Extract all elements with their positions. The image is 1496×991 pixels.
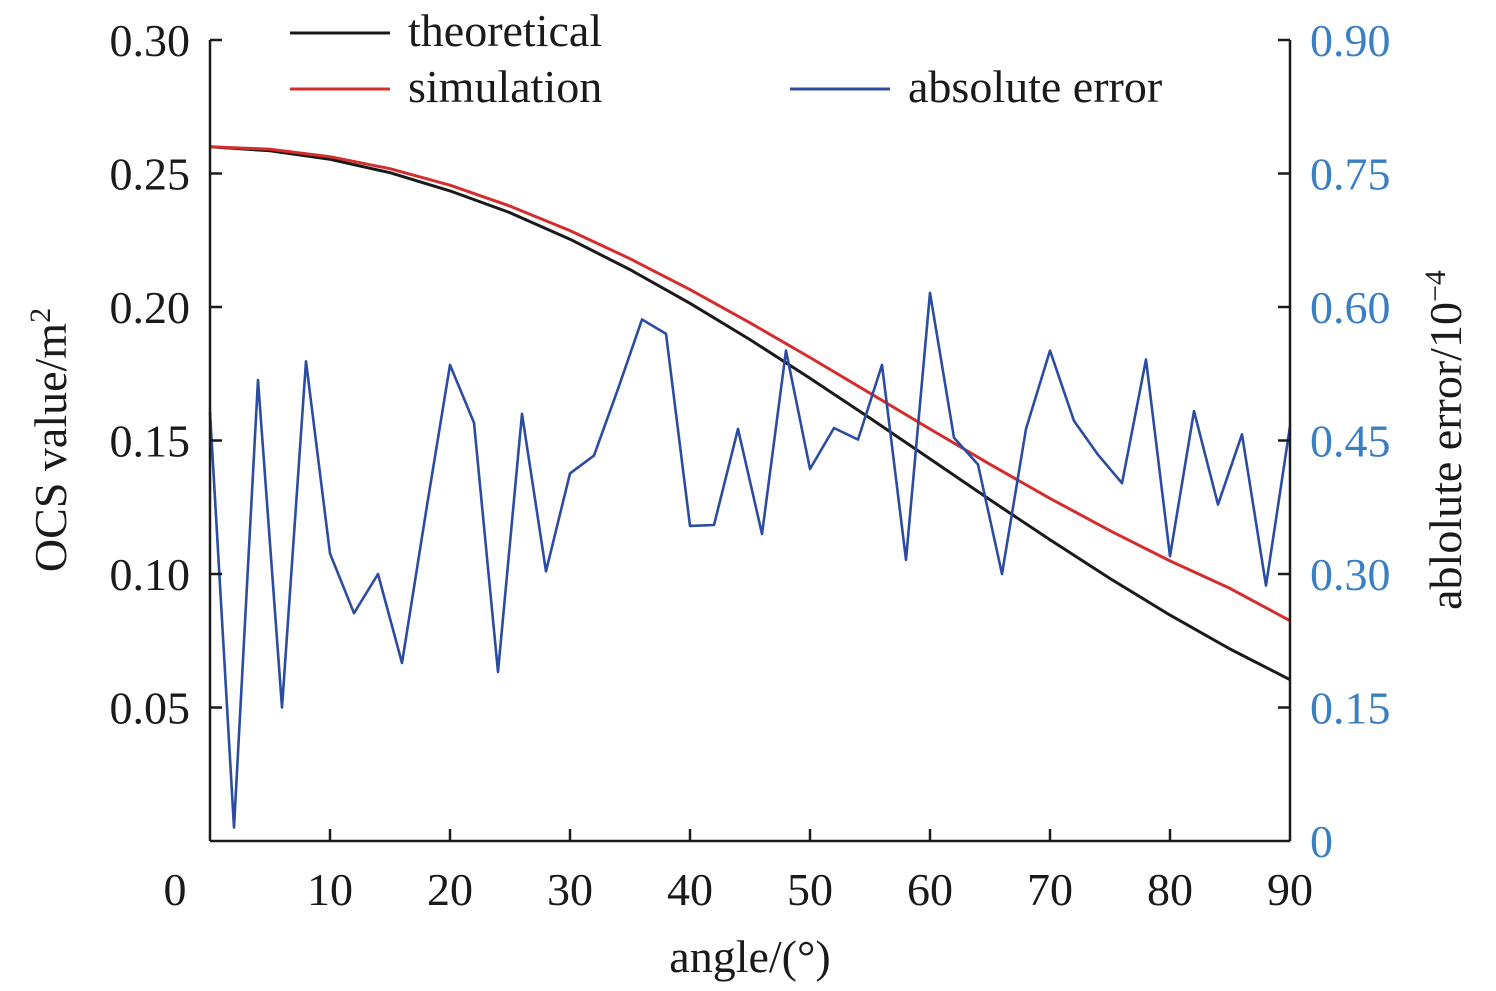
- x-tick-label: 10: [307, 864, 353, 915]
- y-right-tick-label: 0: [1310, 816, 1333, 867]
- x-tick-label: 20: [427, 864, 473, 915]
- x-tick-label: 70: [1027, 864, 1073, 915]
- axes: [208, 40, 1292, 843]
- y-left-tick-label: 0.15: [110, 416, 191, 467]
- y-axis-title-right: ablolute error/10−4: [1419, 270, 1471, 610]
- y-left-tick-label: 0.25: [110, 149, 191, 200]
- legend-label-simulation: simulation: [408, 61, 602, 112]
- y-axis-title-left: OCS value/m2: [24, 308, 76, 572]
- y-left-tick-label: 0.05: [110, 683, 191, 734]
- y-right-tick-label: 0.90: [1310, 15, 1391, 66]
- y-left-tick-label: 0.30: [110, 15, 191, 66]
- legend-label-theoretical: theoretical: [408, 5, 602, 56]
- y-right-tick-label: 0.75: [1310, 149, 1391, 200]
- x-tick-label: 40: [667, 864, 713, 915]
- y-axis-title-left-sup: 2: [24, 308, 57, 323]
- x-axis-title: angle/(°): [669, 931, 830, 982]
- x-tick-label: 80: [1147, 864, 1193, 915]
- series-theoretical-line: [209, 145, 1291, 682]
- y-right-tick-label: 0.60: [1310, 282, 1391, 333]
- ticks: 0 10 20 30 40 50 60 70 80 90 0.05 0.10 0.15 0.20 0.25 0…: [110, 15, 1391, 915]
- y-right-tick-label: 0.45: [1310, 416, 1391, 467]
- y-axis-title-right-sup: −4: [1419, 270, 1452, 302]
- y-axis-title-right-text: ablolute error/10: [1420, 302, 1471, 610]
- legend-label-absolute-error: absolute error: [908, 61, 1162, 112]
- y-right-tick-label: 0.15: [1310, 683, 1391, 734]
- y-axis-title-left-text: OCS value/m: [25, 323, 76, 572]
- plot-lines: [208, 145, 1292, 829]
- x-tick-label: 30: [547, 864, 593, 915]
- y-left-tick-label: 0.20: [110, 282, 191, 333]
- y-left-tick-label: 0.10: [110, 549, 191, 600]
- x-tick-label: 50: [787, 864, 833, 915]
- series-absolute-error-line: [208, 291, 1292, 829]
- legend: theoretical simulation absolute error: [290, 5, 1162, 112]
- y-right-tick-label: 0.30: [1310, 549, 1391, 600]
- x-tick-label: 60: [907, 864, 953, 915]
- x-tick-label: 0: [164, 864, 187, 915]
- x-tick-label: 90: [1267, 864, 1313, 915]
- series-simulation-line: [209, 145, 1291, 623]
